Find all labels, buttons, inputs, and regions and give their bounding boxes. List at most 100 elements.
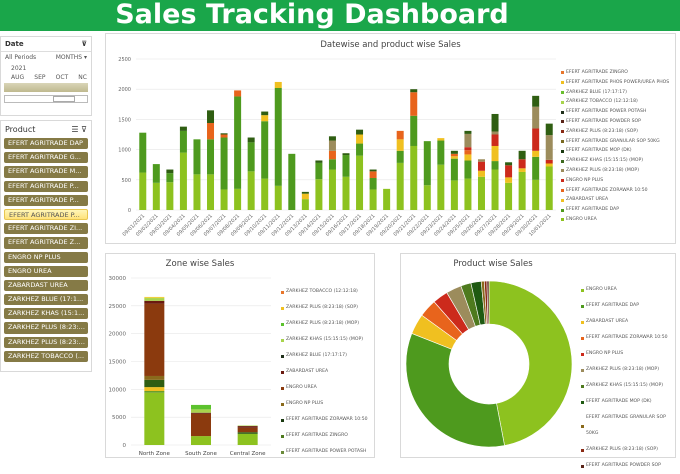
bar-segment — [464, 178, 472, 210]
bar-segment — [144, 387, 165, 392]
legend-swatch — [561, 100, 564, 104]
bar-segment — [532, 106, 540, 129]
product-sales-donut: Product wise Sales ENGRO UREA EFERT AGRIT… — [400, 253, 676, 468]
bar-segment — [356, 155, 364, 210]
bar-segment — [315, 162, 323, 180]
granularity-dropdown[interactable]: MONTHS ▾ — [55, 54, 87, 61]
product-filter-item[interactable]: ZARKHEZ BLUE (17:1... — [4, 294, 88, 306]
product-filter-item[interactable]: ZARKHEZ KHAS (15:1... — [4, 308, 88, 320]
bar-segment — [369, 177, 377, 190]
legend-swatch — [561, 81, 564, 85]
legend-swatch — [281, 306, 284, 310]
legend-item: EFERT AGRITRADE ZORAWAR 10:50 — [281, 412, 368, 428]
product-filter-item[interactable]: EFERT AGRITRADE ZI... — [4, 223, 88, 235]
timeline-scrollbar[interactable] — [4, 95, 88, 103]
product-filter-item[interactable]: EFERT AGRITRADE P... — [4, 180, 88, 192]
bar-segment — [191, 436, 211, 445]
legend-label: ZABARDAST UREA — [286, 369, 329, 374]
legend-swatch — [281, 386, 284, 390]
legend-label: EFERT AGRITRADE ZORAWAR 10:50 — [566, 187, 648, 193]
bar-segment — [477, 161, 485, 171]
bar-segment — [545, 123, 553, 136]
product-filter-item[interactable]: EFERT AGRITRADE M... — [4, 166, 88, 178]
bar-segment — [144, 300, 165, 304]
bar-segment — [342, 176, 350, 210]
legend-swatch — [281, 370, 284, 374]
legend-swatch — [281, 450, 284, 454]
bar-segment — [423, 185, 431, 210]
bar-segment — [191, 404, 211, 410]
bar-segment — [179, 130, 187, 153]
product-filter-item[interactable]: ENGRO NP PLUS — [4, 251, 88, 263]
legend-swatch — [561, 120, 564, 124]
product-filter-item[interactable]: ZARKHEZ PLUS (8:23:... — [4, 322, 88, 334]
product-filter-item[interactable]: EFERT AGRITRADE P... — [4, 208, 88, 221]
bar-segment — [261, 111, 269, 116]
date-timeline-slicer[interactable]: Date ⊽ All Periods MONTHS ▾ 2021 AUG SEP OCT… — [0, 36, 92, 116]
legend-item: ENGRO UREA — [281, 380, 368, 396]
bar-segment — [144, 298, 165, 301]
legend-label: EFERT AGRITRADE MOP (DK) — [586, 399, 652, 404]
legend-label: ZARKHEZ PLUS (8:23:18) (MOP) — [566, 167, 639, 173]
product-filter-item[interactable]: ZARKHEZ PLUS (8:23:... — [4, 336, 88, 348]
bar-segment — [207, 139, 215, 175]
product-filter-item[interactable]: EFERT AGRITRADE DAP — [4, 138, 88, 150]
bar-segment — [396, 130, 404, 140]
legend-label: ENGRO NP PLUS — [286, 401, 324, 406]
y-tick-label: 500 — [121, 178, 131, 184]
bar-segment — [437, 140, 445, 165]
clear-filter-icon[interactable]: ⊽ — [81, 40, 87, 48]
legend-item: ZARKHEZ PLUS (8:23:18) (SOP) — [581, 442, 676, 458]
bar-segment — [518, 168, 526, 172]
bar-segment — [491, 161, 499, 170]
multi-select-icon[interactable]: ☰ — [71, 125, 79, 134]
bar-segment — [410, 89, 418, 93]
product-filter-item[interactable]: ENGRO UREA — [4, 265, 88, 277]
bar-segment — [505, 165, 513, 178]
legend-item: EFERT AGRITRADE MOP (DK) — [561, 146, 669, 156]
y-tick-label: 5000 — [112, 415, 126, 421]
product-filter-item[interactable]: EFERT AGRITRADE P... — [4, 194, 88, 206]
bar-segment — [491, 131, 499, 135]
legend-item: EFERT AGRITRADE ZORAWAR 10:50 — [561, 186, 669, 196]
legend-label: ZARKHEZ PLUS (8:23:18) (SOP) — [566, 128, 638, 134]
bar-segment — [237, 427, 258, 433]
bar-segment — [477, 176, 485, 210]
bar-segment — [532, 156, 540, 180]
bar-segment — [342, 155, 350, 177]
bar-segment — [191, 413, 211, 437]
legend-label: EFERT AGRITRADE ZINGRO — [286, 433, 348, 438]
bar-segment — [193, 139, 201, 175]
y-tick-label: 2000 — [118, 87, 131, 93]
legend-swatch — [581, 384, 584, 388]
bar-segment — [237, 432, 258, 434]
legend-item: ZARKHEZ TOBACCO (12:12:18) — [561, 97, 669, 107]
bar-segment — [356, 134, 364, 144]
product-filter-item[interactable]: EFERT AGRITRADE Z... — [4, 237, 88, 249]
y-tick-label: 25000 — [109, 304, 127, 310]
bar-segment — [220, 189, 228, 210]
bar-segment — [315, 179, 323, 210]
bar-segment — [144, 303, 165, 376]
product-filter-item[interactable]: ZARKHEZ TOBACCO (... — [4, 350, 88, 362]
legend-swatch — [281, 402, 284, 406]
bar-segment — [191, 412, 211, 414]
legend-swatch — [561, 179, 564, 183]
scroll-thumb[interactable] — [53, 96, 75, 102]
clear-filter-icon[interactable]: ⊽ — [81, 125, 87, 134]
bar-segment — [464, 150, 472, 155]
legend-label: EFERT AGRITRADE GRANULAR SOP 50KG — [586, 415, 666, 436]
bar-segment — [179, 152, 187, 210]
product-filter-item[interactable]: ZABARDAST UREA — [4, 279, 88, 292]
bar-segment — [207, 174, 215, 210]
product-filter-item[interactable]: EFERT AGRITRADE G... — [4, 152, 88, 164]
legend-swatch — [281, 434, 284, 438]
legend-item: EFERT AGRITRADE DAP — [581, 298, 676, 314]
bar-segment — [237, 425, 258, 427]
bar-segment — [464, 133, 472, 148]
bar-segment — [532, 95, 540, 107]
bar-segment — [139, 172, 147, 210]
legend-label: EFERT AGRITRADE POWDER SOP — [586, 463, 661, 468]
legend-swatch — [561, 198, 564, 202]
timeline-bar[interactable] — [4, 83, 88, 92]
